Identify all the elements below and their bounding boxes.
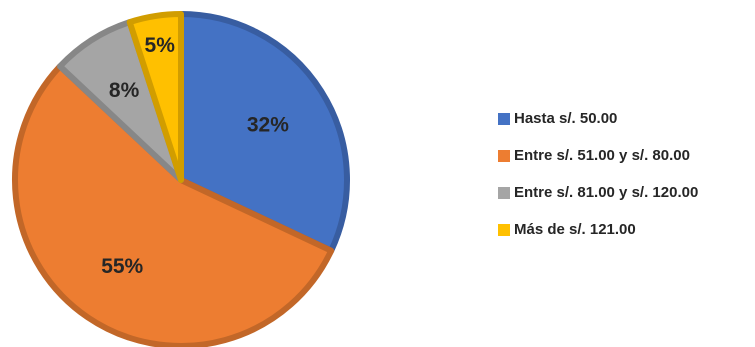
pie-slices: [12, 11, 350, 347]
legend-label-81-120: Entre s/. 81.00 y s/. 120.00: [514, 184, 699, 201]
chart-legend: Hasta s/. 50.00 Entre s/. 51.00 y s/. 80…: [498, 109, 698, 257]
pie-data-labels: 32% 55% 8%5%: [101, 34, 289, 278]
data-label-hasta-50: 32%: [247, 113, 289, 136]
legend-swatch-81-120: [498, 186, 510, 199]
legend-swatch-mas-121: [498, 223, 510, 236]
pie-slice-mas-121: [126, 11, 184, 183]
pie-slice-51-80: [12, 63, 335, 347]
legend-item-hasta-50: Hasta s/. 50.00: [498, 109, 698, 128]
legend-label-hasta-50: Hasta s/. 50.00: [514, 110, 618, 127]
legend-item-mas-121: Más de s/. 121.00: [498, 220, 698, 239]
data-label-51-80: 55%: [101, 255, 143, 278]
pie-slice-hasta-50: [178, 11, 350, 254]
legend-item-51-80: Entre s/. 51.00 y s/. 80.00: [498, 146, 698, 165]
data-label-mas-121: 5%: [145, 34, 176, 57]
legend-swatch-hasta-50: [498, 112, 510, 125]
legend-label-51-80: Entre s/. 51.00 y s/. 80.00: [514, 147, 690, 164]
legend-label-mas-121: Más de s/. 121.00: [514, 221, 636, 238]
legend-item-81-120: Entre s/. 81.00 y s/. 120.00: [498, 183, 698, 202]
legend-swatch-51-80: [498, 149, 510, 162]
data-label-81-120: 8%: [109, 79, 140, 102]
